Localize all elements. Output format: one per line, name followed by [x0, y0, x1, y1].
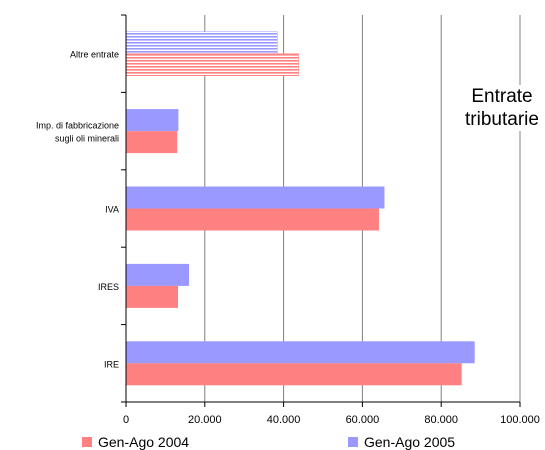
bar-2005: [126, 263, 190, 286]
category-label: IRES: [98, 282, 119, 292]
x-tick-label: 80.000: [424, 414, 458, 426]
category-label: Imp. di fabbricazione: [36, 121, 119, 131]
category-label: IVA: [105, 205, 119, 215]
bar-2004: [126, 208, 379, 231]
legend-swatch-2005: [348, 437, 358, 447]
bar-2005: [126, 341, 475, 364]
chart-title-line-1: Entrate: [471, 86, 533, 107]
category-label: Altre entrate: [70, 50, 119, 60]
legend-label-2004: Gen-Ago 2004: [98, 434, 190, 450]
chart-title-line-2: tributarie: [465, 109, 539, 130]
category-label: sugli oli minerali: [55, 134, 119, 144]
bar-2005: [126, 109, 179, 132]
chart-title: Entrate tributarie: [452, 85, 545, 131]
x-tick-label: 20.000: [188, 414, 222, 426]
bar-2004: [126, 285, 179, 308]
bar-2004: [126, 131, 178, 154]
legend-swatch-2004: [82, 437, 92, 447]
bar-2005: [125, 31, 278, 54]
bar-2004: [126, 363, 462, 386]
x-tick-label: 40.000: [267, 414, 301, 426]
x-tick-label: 0: [123, 414, 129, 426]
bar-2005: [126, 186, 385, 209]
bar-2004: [125, 53, 299, 76]
legend-label-2005: Gen-Ago 2005: [364, 434, 456, 450]
x-tick-label: 60.000: [346, 414, 380, 426]
category-label: IRE: [104, 359, 119, 369]
legend-item-2004: Gen-Ago 2004: [82, 434, 189, 450]
x-tick-label: 100.000: [500, 414, 540, 426]
legend-item-2005: Gen-Ago 2005: [348, 434, 455, 450]
